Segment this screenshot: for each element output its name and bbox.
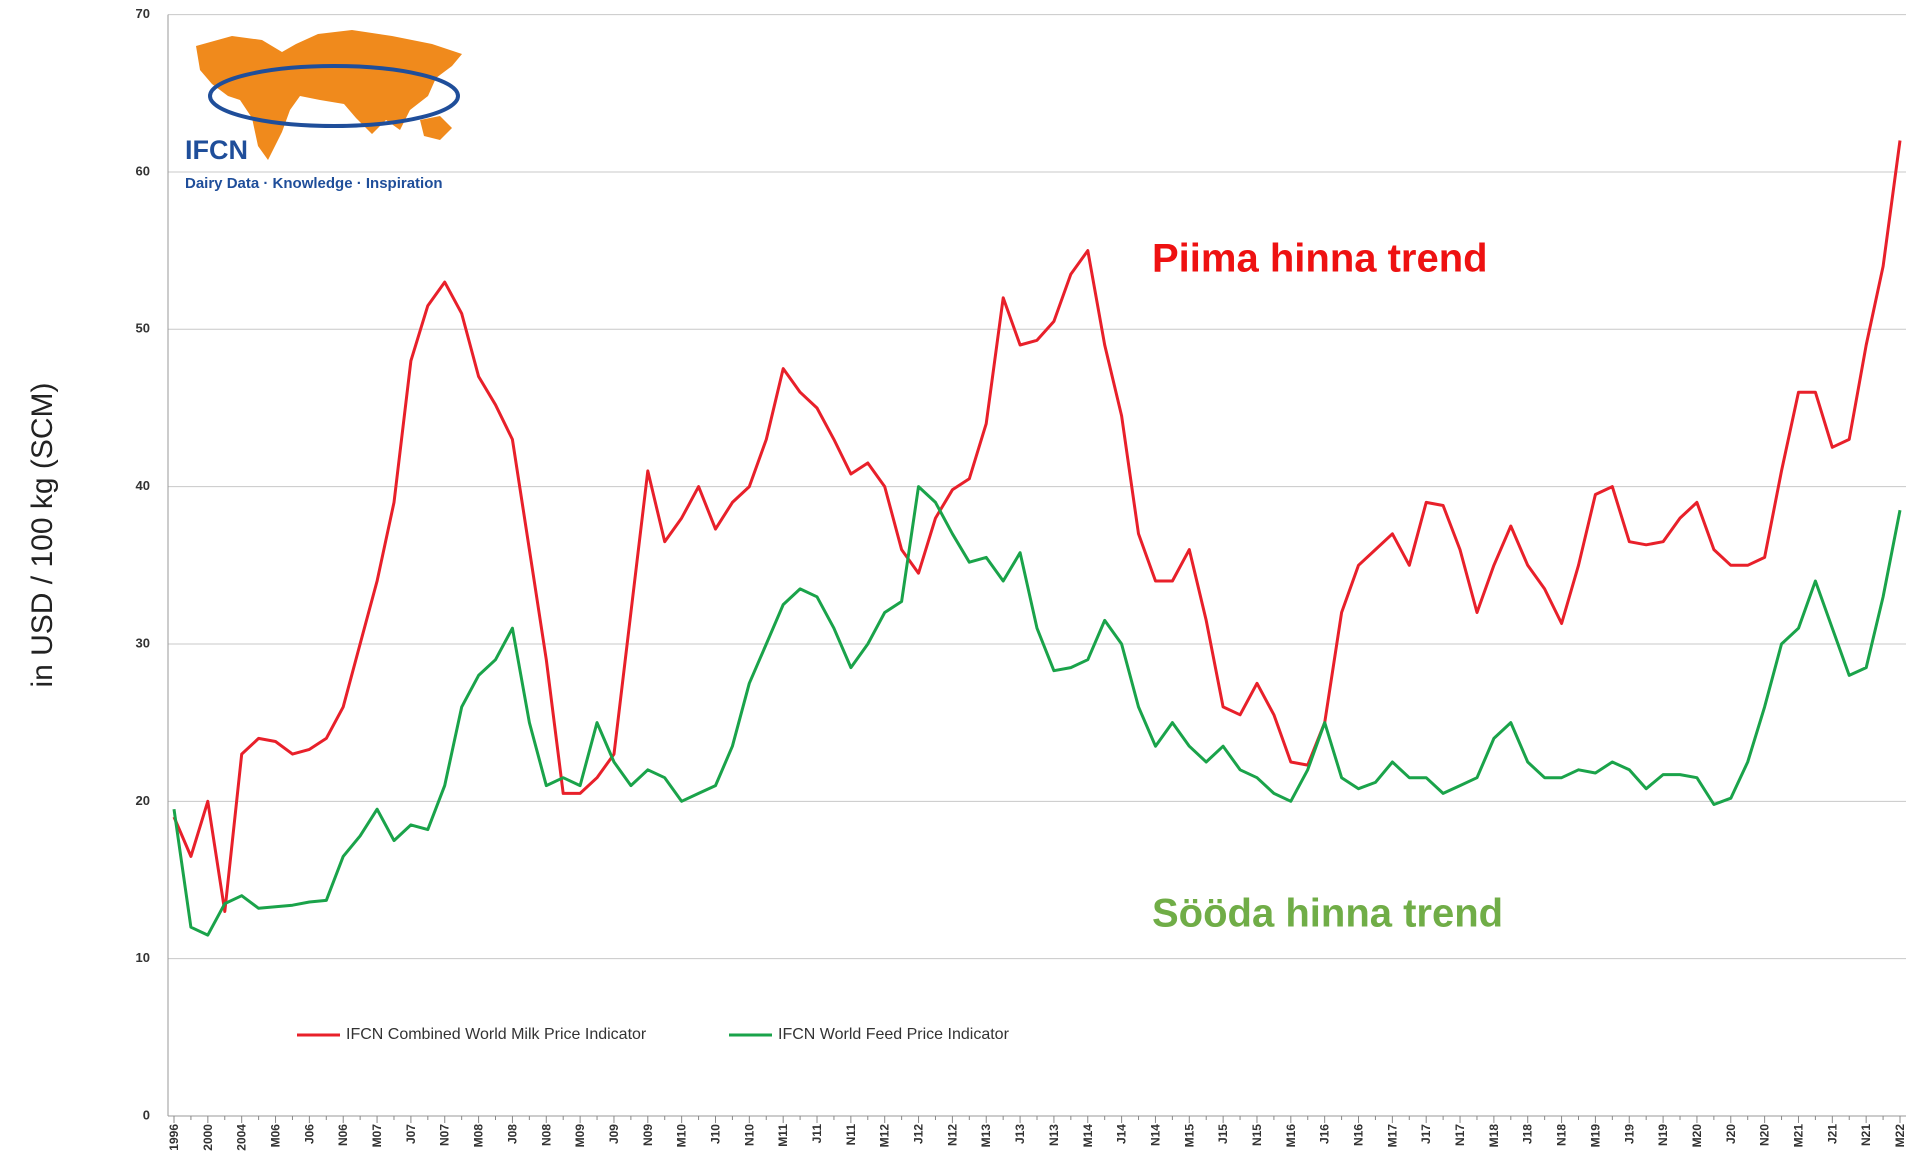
series-line (172, 140, 1902, 913)
x-tick-label: 1996 (167, 1124, 181, 1151)
x-tick-label: N09 (641, 1124, 655, 1146)
x-tick-label: N16 (1352, 1124, 1366, 1146)
x-tick-label: 2000 (201, 1124, 215, 1151)
x-tick-label: 2004 (235, 1124, 249, 1151)
x-tick-label: M19 (1588, 1124, 1602, 1148)
x-tick-label: M14 (1081, 1124, 1095, 1148)
legend-label: IFCN World Feed Price Indicator (778, 1026, 1010, 1043)
x-tick-label: J13 (1013, 1124, 1027, 1144)
x-tick-label: J19 (1622, 1124, 1636, 1144)
x-tick-label: J21 (1825, 1124, 1839, 1144)
x-tick-label: N07 (438, 1124, 452, 1146)
logo-orbit (208, 64, 460, 128)
x-tick-label: J15 (1216, 1124, 1230, 1144)
y-tick-label: 0 (143, 1107, 150, 1122)
x-tick-label: J12 (912, 1124, 926, 1144)
x-tick-label: J06 (302, 1124, 316, 1144)
x-tick-label: M11 (776, 1124, 790, 1147)
x-tick-label: M22 (1893, 1124, 1906, 1148)
x-tick-label: J17 (1419, 1124, 1433, 1144)
x-tick-label: N20 (1758, 1124, 1772, 1146)
y-tick-label: 40 (136, 478, 150, 493)
x-tick-label: M18 (1487, 1124, 1501, 1148)
x-tick-label: M10 (675, 1124, 689, 1148)
x-tick-label: M17 (1385, 1124, 1399, 1148)
y-tick-label: 50 (136, 321, 150, 336)
x-tick-label: M09 (573, 1124, 587, 1148)
annotation: Sööda hinna trend (1152, 892, 1503, 936)
x-tick-label: J07 (404, 1124, 418, 1144)
logo-title: IFCN (185, 135, 248, 165)
x-tick-label: M21 (1791, 1124, 1805, 1148)
x-tick-label: M08 (472, 1124, 486, 1148)
y-tick-label: 30 (136, 635, 150, 650)
y-tick-label: 10 (136, 950, 150, 965)
legend-label: IFCN Combined World Milk Price Indicator (346, 1026, 647, 1043)
series-line (172, 485, 1902, 937)
y-tick-label: 60 (136, 163, 150, 178)
logo: IFCN Dairy Data · Knowledge · Inspiratio… (185, 30, 462, 192)
x-tick-label: N11 (844, 1124, 858, 1146)
logo-tagline: Dairy Data · Knowledge · Inspiration (185, 175, 443, 192)
x-tick-label: J11 (810, 1124, 824, 1144)
x-tick-label: N17 (1453, 1124, 1467, 1146)
x-tick-label: J14 (1115, 1124, 1129, 1144)
y-tick-label: 20 (136, 793, 150, 808)
x-tick-label: N10 (742, 1124, 756, 1146)
x-tick-label: N08 (539, 1124, 553, 1146)
x-tick-label: M13 (979, 1124, 993, 1148)
x-tick-label: N19 (1656, 1124, 1670, 1146)
x-tick-label: M16 (1284, 1124, 1298, 1148)
x-tick-label: M15 (1182, 1124, 1196, 1148)
x-tick-label: M12 (878, 1124, 892, 1148)
x-tick-label: M07 (370, 1124, 384, 1148)
x-tick-label: N21 (1859, 1124, 1873, 1146)
x-tick-label: J10 (708, 1124, 722, 1144)
y-tick-label: 70 (136, 6, 150, 21)
x-tick-label: N18 (1555, 1124, 1569, 1146)
x-tick-label: N14 (1148, 1124, 1162, 1146)
logo-map-australia (420, 116, 452, 140)
x-tick-label: N13 (1047, 1124, 1061, 1146)
x-tick-label: J09 (607, 1124, 621, 1144)
x-tick-label: M20 (1690, 1124, 1704, 1148)
x-tick-label: J20 (1724, 1124, 1738, 1144)
x-tick-label: M06 (269, 1124, 283, 1148)
x-tick-label: J16 (1318, 1124, 1332, 1144)
x-tick-label: N12 (945, 1124, 959, 1146)
x-tick-label: N06 (336, 1124, 350, 1146)
x-tick-label: N15 (1250, 1124, 1264, 1146)
annotation: Piima hinna trend (1152, 237, 1488, 281)
y-axis-label: in USD / 100 kg (SCM) (26, 382, 59, 687)
x-tick-label: J08 (505, 1124, 519, 1144)
x-tick-label: J18 (1521, 1124, 1535, 1144)
logo-map (196, 30, 462, 160)
